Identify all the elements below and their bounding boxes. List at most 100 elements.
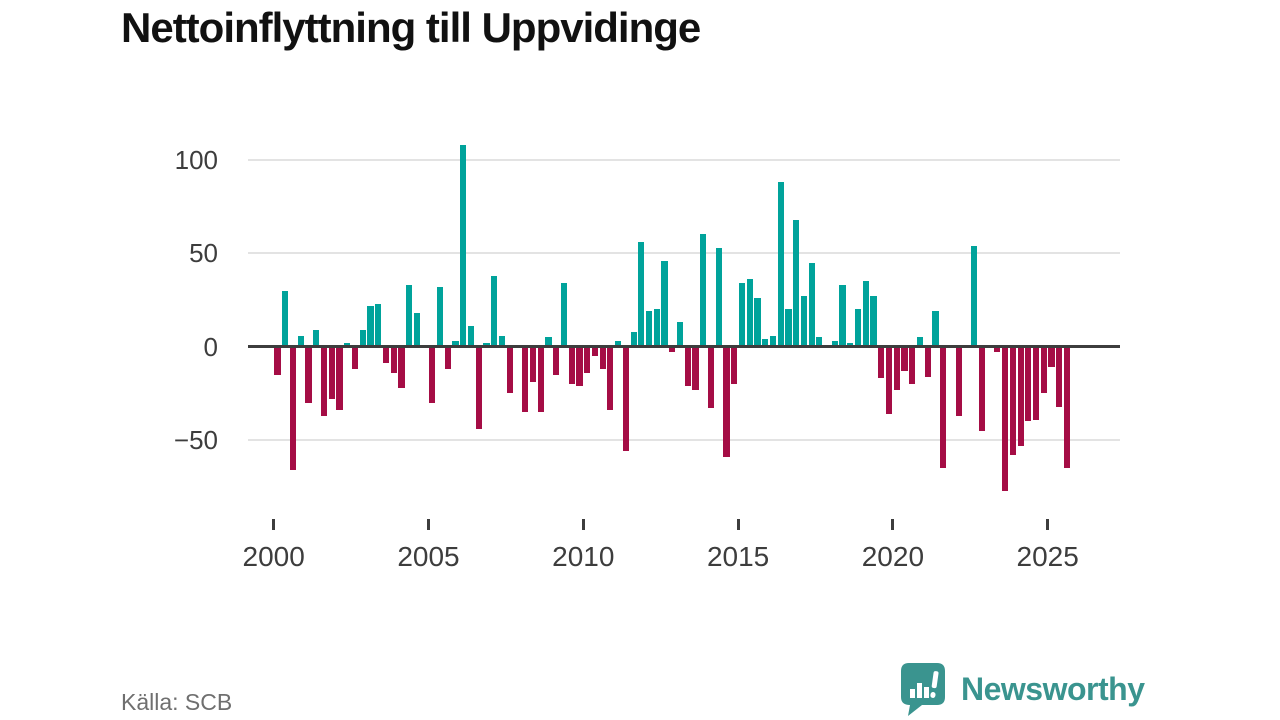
- bar-2016-q1: [769, 335, 777, 347]
- bar-2014-q2: [715, 247, 722, 347]
- bar-2012-q4: [669, 346, 676, 353]
- bar-2001-q4: [328, 346, 335, 400]
- bar-2015-q2: [746, 279, 753, 347]
- bar-2020-q4: [916, 337, 924, 347]
- x-axis-label-2020: 2020: [861, 541, 925, 572]
- bar-2011-q3: [630, 331, 637, 347]
- bar-2012-q2: [653, 309, 660, 347]
- bar-2004-q1: [398, 346, 405, 388]
- bar-2005-q3: [444, 346, 451, 370]
- x-axis-label-2025: 2025: [1016, 541, 1079, 572]
- bar-2018-q3: [847, 343, 854, 347]
- bar-2014-q1: [707, 346, 715, 409]
- newsworthy-logo-icon: [901, 663, 945, 716]
- x-axis-tick-2015: [736, 519, 740, 530]
- bar-2017-q2: [808, 262, 815, 347]
- bar-2025-q2: [1056, 346, 1063, 407]
- bar-2013-q2: [684, 346, 691, 386]
- bar-2019-q1: [862, 281, 869, 347]
- bar-2019-q4: [885, 346, 893, 415]
- bar-2018-q1: [831, 341, 838, 347]
- bar-2003-q4: [390, 346, 397, 373]
- bar-2013-q3: [692, 346, 699, 390]
- bar-2005-q4: [452, 341, 459, 347]
- bar-2002-q1: [336, 346, 343, 411]
- bar-2003-q2: [375, 303, 382, 347]
- bar-2020-q1: [893, 346, 900, 390]
- bar-2010-q1: [584, 346, 591, 373]
- bar-2025-q3: [1063, 346, 1071, 469]
- bar-2007-q1: [491, 275, 498, 347]
- bar-2003-q3: [382, 346, 390, 364]
- bar-2006-q3: [475, 346, 482, 429]
- y-axis-label--50: −50: [173, 425, 218, 456]
- bar-2013-q4: [700, 234, 707, 347]
- bar-2023-q3: [1002, 346, 1009, 491]
- x-axis-label-2000: 2000: [242, 541, 305, 572]
- x-axis-line: [248, 345, 1120, 349]
- x-axis-tick-2005: [427, 519, 430, 530]
- bar-2008-q3: [537, 346, 544, 413]
- bar-2010-q2: [591, 346, 599, 357]
- x-axis-tick-2000: [272, 519, 276, 530]
- bar-2002-q2: [344, 343, 351, 347]
- bar-2005-q2: [437, 286, 444, 347]
- gridline--50: [248, 439, 1120, 442]
- bar-2022-q1: [955, 346, 962, 416]
- bar-2012-q3: [661, 260, 668, 347]
- bar-2014-q4: [731, 346, 738, 385]
- bar-2014-q3: [723, 346, 730, 458]
- bar-2011-q2: [622, 346, 629, 452]
- bar-2006-q1: [460, 144, 467, 347]
- bar-2021-q3: [940, 346, 947, 469]
- bar-2024-q1: [1017, 346, 1024, 446]
- x-axis-label-2005: 2005: [397, 541, 460, 572]
- bar-2000-q4: [297, 335, 304, 347]
- bar-2015-q1: [738, 283, 746, 347]
- bar-2022-q4: [978, 346, 986, 431]
- gridline-50: [248, 252, 1120, 255]
- bar-2018-q4: [854, 309, 862, 347]
- bar-2015-q3: [754, 298, 761, 347]
- y-axis-label-100: 100: [174, 144, 218, 175]
- bar-2008-q4: [545, 337, 552, 347]
- bar-2001-q2: [313, 329, 320, 347]
- bar-2024-q2: [1025, 346, 1032, 422]
- bar-2020-q3: [909, 346, 916, 385]
- chart-title: Nettoinflyttning till Uppvidinge: [121, 4, 701, 51]
- bar-2016-q4: [793, 219, 800, 347]
- bar-2006-q4: [483, 343, 490, 347]
- bar-2012-q1: [645, 311, 653, 347]
- bar-2000-q1: [274, 346, 281, 375]
- bar-2011-q4: [638, 241, 645, 347]
- bar-2015-q4: [762, 339, 769, 347]
- bar-2022-q3: [971, 245, 978, 347]
- bar-2016-q3: [785, 309, 792, 347]
- y-axis-label-0: 0: [203, 331, 218, 362]
- bar-2017-q1: [800, 296, 807, 347]
- bar-2021-q2: [932, 311, 939, 347]
- bar-2009-q2: [560, 283, 568, 347]
- bar-2019-q3: [878, 346, 885, 379]
- bar-2010-q3: [599, 346, 606, 370]
- bar-2013-q1: [676, 322, 684, 347]
- bar-2003-q1: [367, 305, 374, 347]
- bar-2024-q3: [1032, 346, 1040, 420]
- bar-2007-q3: [506, 346, 513, 394]
- x-axis-tick-2010: [581, 519, 585, 530]
- bar-2005-q1: [429, 346, 436, 403]
- y-axis-label-50: 50: [189, 238, 218, 269]
- x-axis-label-2010: 2010: [552, 541, 615, 572]
- bar-2023-q4: [1009, 346, 1016, 456]
- source-caption: Källa: SCB: [121, 689, 233, 715]
- bar-2009-q1: [553, 346, 560, 375]
- bar-2019-q2: [870, 296, 877, 347]
- bar-2023-q2: [994, 346, 1001, 353]
- brand-name: Newsworthy: [961, 671, 1145, 707]
- x-axis-tick-2020: [891, 519, 895, 530]
- bar-2025-q1: [1048, 346, 1055, 368]
- bar-2010-q4: [607, 346, 614, 411]
- bar-2002-q4: [359, 329, 366, 347]
- x-axis-label-2015: 2015: [706, 541, 770, 572]
